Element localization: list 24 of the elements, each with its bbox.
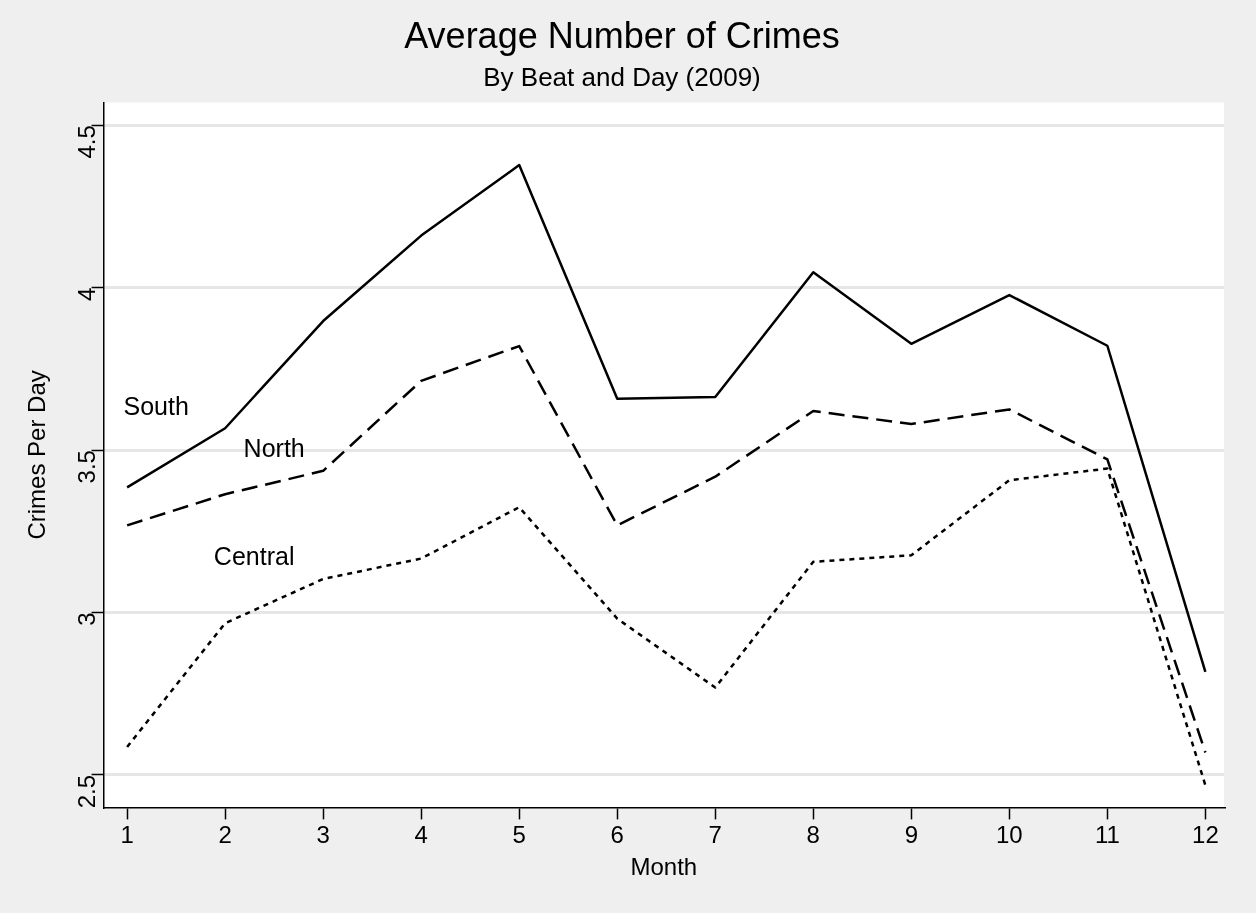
x-tick-label: 7 [708,821,722,849]
series-label: South [123,391,189,420]
y-axis-title: Crimes Per Day [23,370,51,540]
y-tick-label: 4.5 [73,125,101,159]
y-tick-label: 3 [73,612,101,626]
x-tick-label: 11 [1094,821,1120,849]
y-tick-label: 2.5 [73,774,101,809]
chart-title: Average Number of Crimes [404,14,840,56]
y-tick-label: 4 [73,287,101,301]
series-label: Central [213,542,295,571]
y-tick-label: 3.5 [73,450,101,484]
x-axis-title: Month [630,853,698,881]
x-tick-label: 12 [1192,821,1219,849]
series-label: North [243,434,305,463]
x-tick-label: 5 [512,821,526,849]
x-tick-label: 3 [316,821,330,849]
chart-subtitle: By Beat and Day (2009) [483,61,761,92]
x-tick-label: 10 [995,821,1023,849]
x-tick-label: 4 [414,821,428,849]
x-tick-label: 6 [610,821,624,849]
x-tick-label: 1 [120,821,134,849]
x-tick-label: 2 [218,821,232,849]
x-tick-label: 9 [904,821,918,849]
x-tick-label: 8 [806,821,820,849]
